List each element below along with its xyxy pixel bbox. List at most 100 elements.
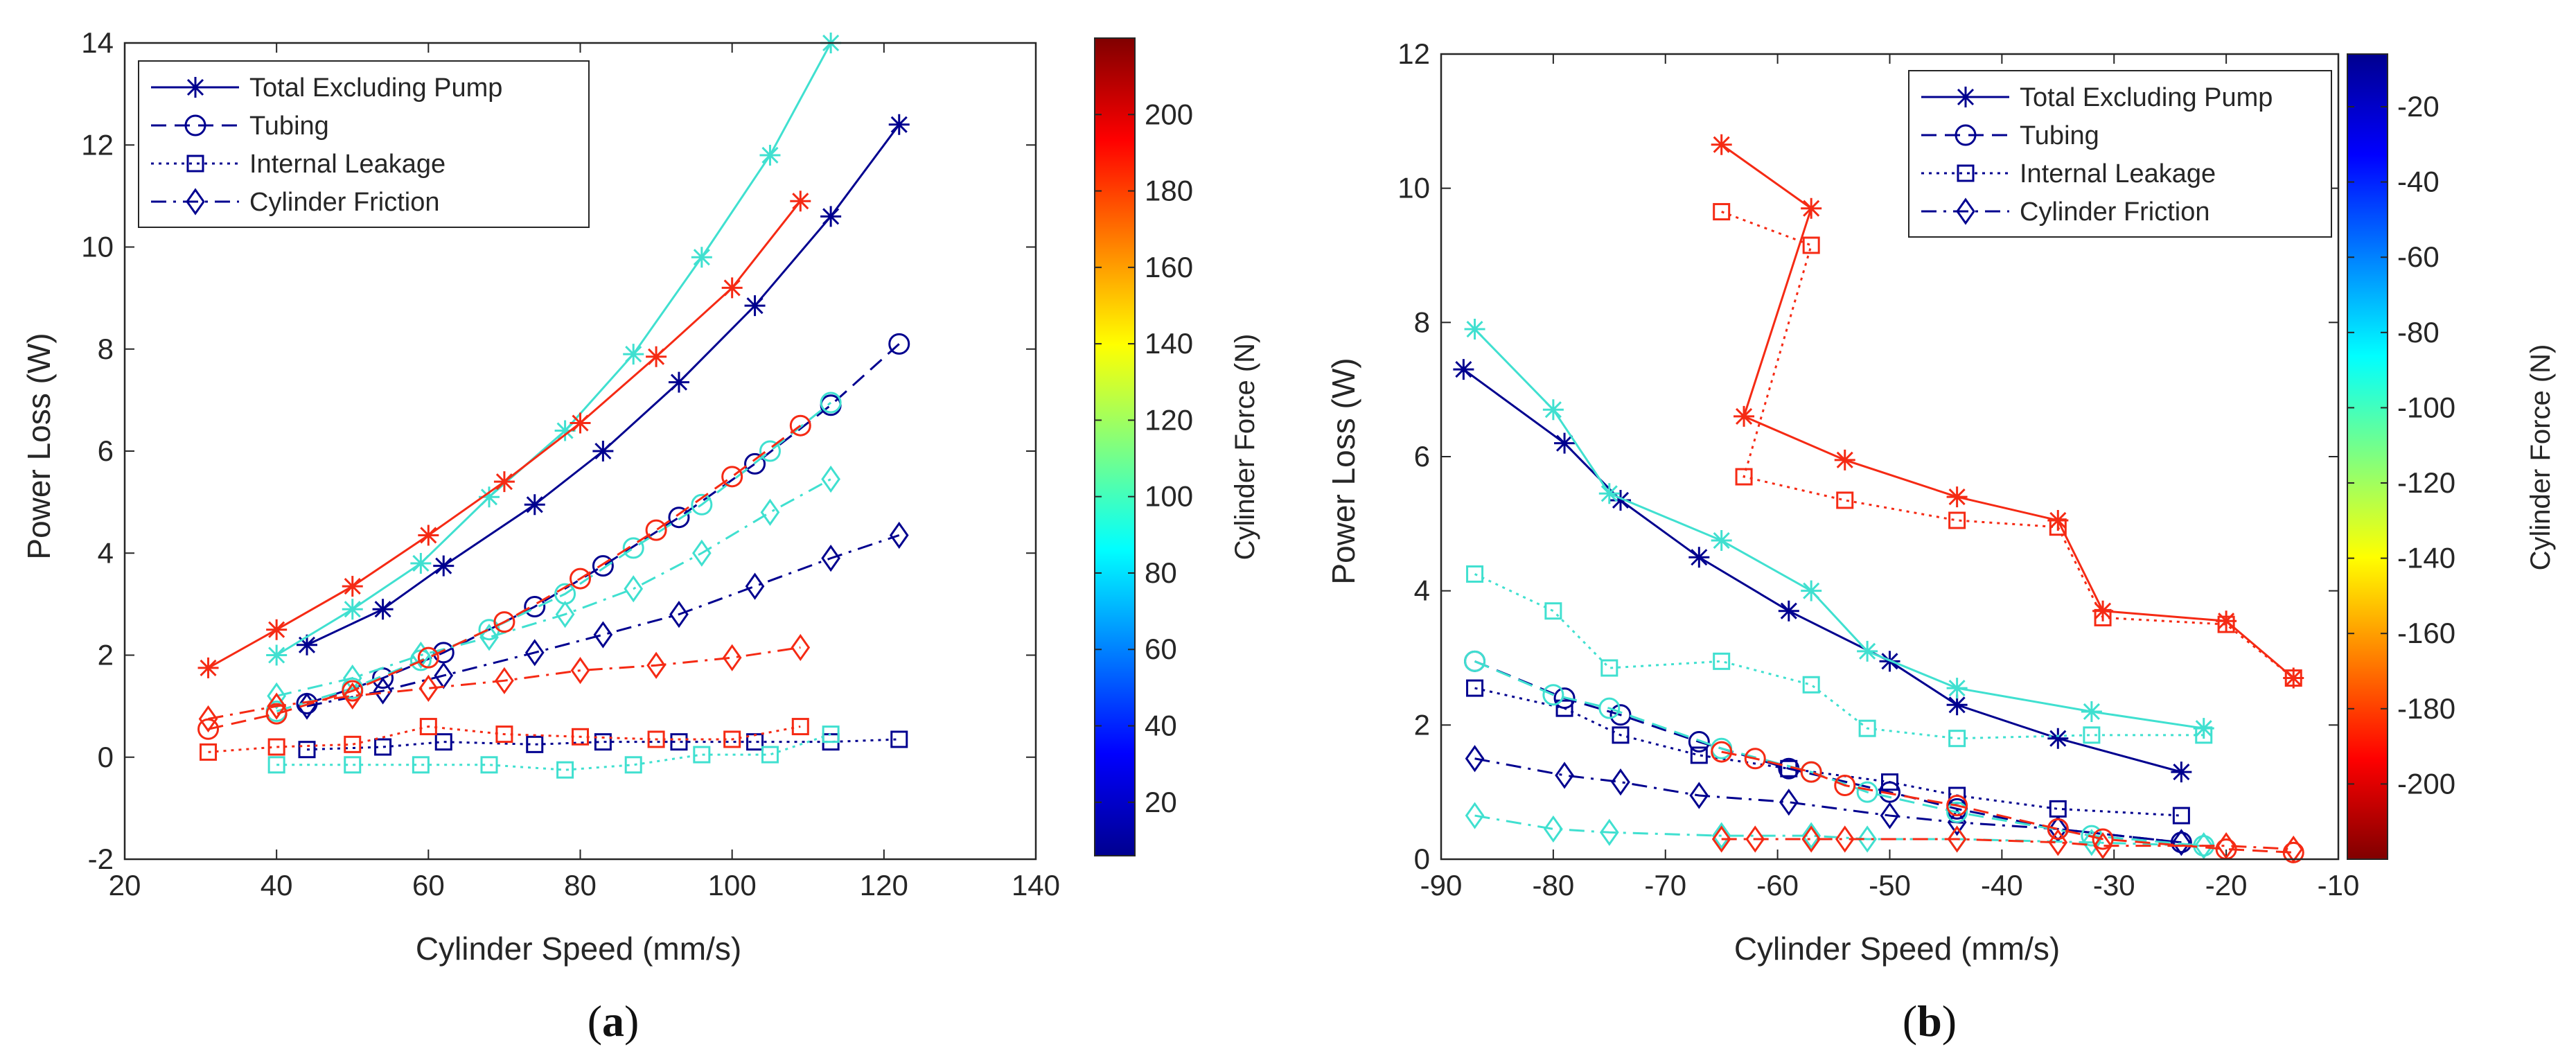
data-point-square [344, 735, 362, 753]
data-point-diamond [267, 682, 287, 710]
data-point-square [267, 756, 285, 774]
series-line [1721, 838, 2294, 850]
series-line [306, 738, 899, 751]
x-tick-label: 60 [412, 869, 445, 901]
colorbar-tick-label: 180 [1145, 175, 1193, 207]
data-point-star [1688, 547, 1710, 568]
y-tick-label: 8 [1414, 306, 1430, 338]
legend-label: Cylinder Friction [2020, 197, 2210, 227]
data-point-star [888, 114, 910, 135]
data-point-star [418, 525, 439, 546]
panel-label: (a) [588, 996, 639, 1046]
data-point-square [670, 733, 688, 751]
colorbar-tick-label: 140 [1145, 327, 1193, 360]
series-line [276, 401, 832, 712]
data-point-star [623, 344, 644, 365]
data-point-diamond [691, 539, 712, 567]
data-point-star [1946, 694, 1968, 716]
data-point-square [1466, 679, 1484, 697]
colorbar-tick-label: 80 [1145, 556, 1177, 589]
x-tick-label: -40 [1981, 869, 2023, 901]
data-point-square [1836, 491, 1854, 509]
data-point-diamond [1611, 768, 1630, 796]
data-point-square [723, 730, 741, 748]
y-tick-label: 14 [81, 26, 114, 59]
colorbar [2347, 53, 2388, 860]
data-point-circle [1946, 795, 1968, 817]
chart-panel-a: 20 40 60 80 100 120 140 -2 0 2 4 6 8 10 12 14 Cylinder … [21, 26, 1260, 1046]
data-point-circle [342, 680, 364, 702]
data-point-square [2284, 669, 2302, 687]
x-tick-label: -50 [1869, 869, 1911, 901]
data-point-diamond [1835, 825, 1855, 853]
colorbar-tick-label: 60 [1145, 633, 1177, 665]
data-point-circle [2047, 818, 2069, 840]
data-point-star [479, 486, 500, 508]
data-point-square [298, 741, 316, 759]
data-point-star [744, 295, 766, 317]
colorbar-tick-label: -100 [2397, 391, 2455, 423]
data-point-star [759, 144, 781, 166]
legend-entry: Tubing [151, 112, 329, 141]
data-point-diamond [1555, 762, 1574, 789]
series-internal-leakage [1466, 565, 2213, 748]
data-point-square [1802, 236, 1820, 254]
data-point-circle [721, 466, 743, 488]
legend-label: Total Excluding Pump [2020, 83, 2273, 112]
series-line [208, 424, 802, 730]
legend-label: Cylinder Friction [249, 188, 440, 217]
data-point-star [646, 346, 667, 367]
y-tick-label: 6 [1414, 440, 1430, 473]
plot-frame [1440, 53, 2340, 861]
data-point-diamond [267, 692, 287, 720]
y-tick-label: 12 [1397, 37, 1430, 70]
legend-entry: Tubing [1921, 121, 2099, 150]
data-point-square [890, 730, 908, 748]
y-tick-label: -2 [88, 843, 114, 875]
data-point-star [1778, 600, 1799, 622]
series-cylinder-friction [297, 521, 909, 720]
data-point-square [1612, 726, 1630, 744]
colorbar-tick-label: -40 [2397, 166, 2440, 198]
data-point-square [1948, 511, 1966, 529]
y-tick-label: 0 [1414, 843, 1430, 875]
data-point-diamond [1711, 825, 1731, 853]
data-point-star [2216, 610, 2237, 632]
data-point-star [668, 371, 689, 393]
data-point-circle [820, 391, 842, 414]
data-point-circle [1542, 684, 1564, 706]
data-point-diamond [1599, 818, 1619, 846]
data-point-square [693, 746, 711, 764]
data-point-square [822, 725, 840, 743]
series-tubing [1711, 741, 2304, 863]
legend-entry: Total Excluding Pump [151, 73, 502, 103]
data-point-circle [1856, 781, 1878, 803]
data-point-circle [197, 718, 220, 740]
data-point-star [820, 206, 842, 227]
data-point-square [419, 718, 437, 736]
data-point-star [524, 494, 545, 516]
series-line [1474, 687, 2182, 817]
colorbar-tick-label: 160 [1145, 251, 1193, 283]
legend-box [1908, 70, 2332, 238]
data-point-star [592, 441, 614, 461]
data-point-circle [1711, 741, 1733, 763]
colorbar-label: Cylinder Force (N) [2525, 344, 2556, 571]
data-point-square [647, 730, 665, 748]
colorbar-tick-label: 200 [1145, 98, 1193, 130]
x-tick-label: -80 [1533, 869, 1575, 901]
data-point-star [1554, 432, 1576, 454]
x-tick-label: -60 [1756, 869, 1799, 901]
data-point-star [1610, 489, 1631, 511]
data-point-star [1801, 580, 1822, 601]
data-point-diamond [1947, 809, 1967, 836]
data-point-diamond [646, 651, 666, 679]
data-point-diamond [1779, 789, 1799, 816]
data-point-square [1713, 203, 1731, 221]
data-point-diamond [624, 575, 644, 603]
y-tick-label: 0 [98, 741, 114, 773]
legend-label: Tubing [249, 112, 329, 141]
data-point-square [1858, 719, 1876, 737]
colorbar [1094, 37, 1136, 856]
data-point-diamond [2048, 829, 2068, 856]
